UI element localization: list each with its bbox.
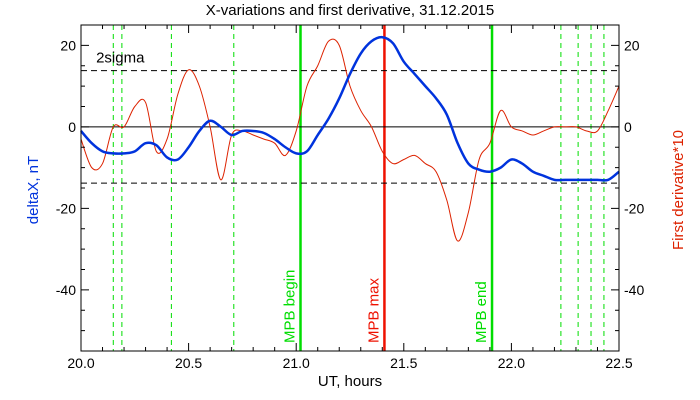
x-tick-label: 20.5 (175, 355, 202, 371)
x-axis-label: UT, hours (318, 373, 382, 390)
deltaX-line (80, 35, 620, 182)
y-tick-label-right: 0 (624, 119, 632, 135)
y-tick-label-right: -40 (624, 282, 644, 298)
x-tick-label: 21.0 (283, 355, 310, 371)
chart-title: X-variations and first derivative, 31.12… (206, 2, 495, 19)
tick-layer: 20.0 20.5 21.0 21.5 22.0 22.5 20 20 0 0 -20 -20 -40 -… (56, 25, 644, 371)
derivative-line (80, 38, 620, 242)
y-axis-label-left: deltaX, nT (25, 156, 42, 224)
y-axis-label-right: First derivative*10 (670, 130, 687, 250)
x-tick-label: 20.0 (67, 355, 94, 371)
x-tick-label: 21.5 (390, 355, 417, 371)
marker-label: MPB begin (282, 270, 299, 343)
marker-label: MPB end (473, 281, 490, 343)
y-tick-label-left: 20 (60, 37, 76, 53)
y-tick-label-left: -20 (56, 200, 76, 216)
sigma-label: 2sigma (96, 50, 145, 67)
marker-layer: MPB begin MPB max MPB end (112, 25, 605, 351)
y-tick-label-right: -20 (624, 200, 644, 216)
marker-label: MPB max (365, 277, 382, 343)
reference-layer: 2sigma (81, 50, 619, 184)
plot-frame (80, 24, 620, 352)
x-tick-label: 22.0 (498, 355, 525, 371)
y-tick-label-left: -40 (56, 282, 76, 298)
y-tick-label-right: 20 (624, 37, 640, 53)
series-layer (80, 35, 620, 242)
y-tick-label-left: 0 (68, 119, 76, 135)
x-tick-label: 22.5 (605, 355, 632, 371)
